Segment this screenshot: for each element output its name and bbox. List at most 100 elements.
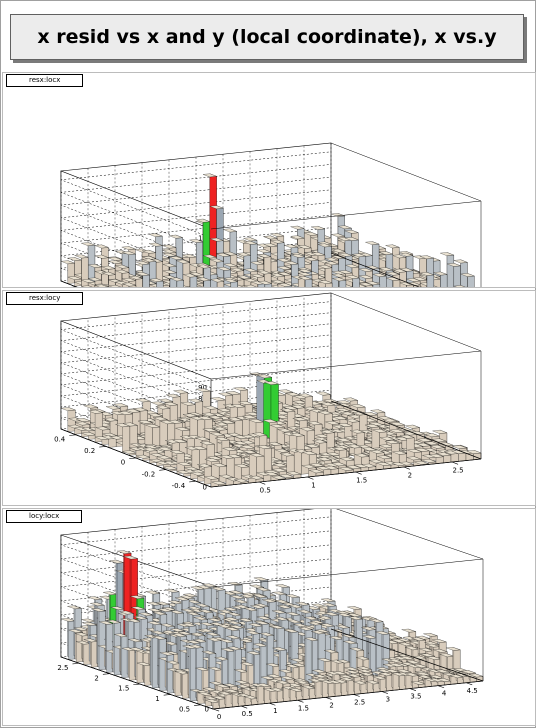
lego-bar-top — [169, 234, 183, 239]
lego-bar-top — [128, 275, 143, 280]
lego-bar-top — [331, 233, 345, 238]
lego-bar-top — [101, 271, 116, 276]
lego-bar-top — [250, 273, 265, 278]
lego-bar-front — [217, 281, 225, 287]
lego-bar-top — [122, 282, 136, 287]
lego-bar-top — [298, 393, 313, 398]
lego-bar-top — [304, 257, 319, 262]
lego-bar-top — [370, 409, 385, 414]
lego-bar-top — [95, 284, 109, 287]
lego-bar-top — [379, 251, 393, 255]
lego-bar-top — [270, 233, 284, 237]
lego-bar-top — [405, 424, 420, 429]
page-title: x resid vs x and y (local coordinate), x… — [10, 14, 524, 60]
lego-bar-top — [162, 244, 177, 249]
lego-bar-top — [137, 420, 153, 424]
lego-bar-top — [197, 416, 213, 420]
lego-bar-top — [75, 418, 91, 422]
lego-bar-top — [337, 400, 352, 405]
lego-bar-top — [271, 279, 285, 284]
lego-bar-top — [318, 264, 333, 269]
lego-bar-front — [435, 456, 444, 464]
lego-bar-top — [74, 254, 89, 259]
lego-bar-top — [122, 422, 138, 427]
lego-bar-top — [278, 389, 293, 394]
lego-bar-top — [236, 252, 251, 257]
lego-bar-top — [285, 392, 301, 397]
lego-bar-top — [135, 398, 151, 403]
lego-bar-top — [278, 283, 292, 287]
lego-bar-top — [135, 261, 150, 265]
lego-bar-top — [196, 277, 211, 282]
lego-bar-top — [270, 273, 285, 278]
lego-bar-top — [317, 410, 333, 415]
lego-bar-front — [301, 452, 310, 475]
lego-bar-front — [230, 281, 238, 287]
lego-bar-top — [148, 242, 163, 247]
lego-bar-top — [343, 397, 358, 402]
lego-bar-front — [135, 278, 143, 287]
lego-bar-front — [298, 278, 306, 287]
lego-bar-top — [331, 255, 346, 259]
lego-bar-top — [202, 173, 217, 178]
histogram-title: resx:locy — [6, 292, 84, 305]
lego-bar-top — [263, 243, 278, 247]
lego-bar-top — [225, 391, 241, 395]
lego-bar-front — [294, 451, 302, 476]
lego-bar-top — [332, 273, 346, 278]
pad-resx-locy[interactable]: resx:locy 01020304050607080900.511.522.5… — [2, 290, 536, 506]
lego-bar-top — [223, 228, 237, 233]
lego-bar-top — [311, 226, 325, 230]
lego-bar-top — [230, 404, 246, 408]
lego-bar-top — [280, 408, 295, 413]
lego-bar-top — [108, 284, 121, 287]
lego-bar-top — [297, 245, 312, 249]
lego-bar-top — [258, 280, 272, 285]
lego-bar-top — [446, 263, 461, 267]
lego-bar-top — [162, 253, 177, 257]
lego-bar-top — [182, 254, 197, 258]
lego-bar-front — [352, 277, 360, 287]
lego-bar-top — [160, 420, 175, 425]
lego-bar-top — [243, 237, 258, 242]
lego-bar-top — [176, 259, 190, 264]
lego-bar-top — [121, 251, 136, 255]
lego-bar-top — [257, 253, 271, 258]
lego-bar-front — [159, 419, 168, 449]
lego-bar-front — [379, 275, 387, 287]
lego-bar-top — [298, 276, 313, 281]
lego-bar-top — [189, 239, 204, 243]
lego-bar-top — [358, 275, 373, 279]
lego-bar-top — [175, 427, 190, 431]
lego-bar-top — [298, 272, 312, 276]
lego-bar-top — [94, 254, 109, 259]
lego-bar-top — [150, 401, 166, 406]
lego-bar-top — [88, 409, 103, 414]
lego-bar-top — [420, 272, 434, 276]
lego-bar-top — [365, 241, 380, 245]
lego-bar-top — [433, 271, 448, 276]
lego-bar-top — [323, 399, 338, 403]
lego-bar-top — [335, 408, 351, 412]
lego-bar-front — [219, 465, 227, 483]
lego-bar-front — [453, 265, 461, 287]
pad-resx-locx[interactable]: resx:locx 024681012141600.511.522.533.54… — [2, 72, 536, 288]
lego-bar-front — [67, 263, 75, 284]
lego-bar-top — [350, 404, 366, 408]
lego-bar-front — [305, 279, 313, 287]
lego-bar-top — [113, 403, 128, 408]
lego-bar-top — [196, 218, 210, 223]
lego-bar-top — [453, 259, 468, 264]
lego-bar-front — [241, 466, 250, 481]
lego-bar-top — [102, 432, 117, 437]
lego-bar-top — [110, 411, 126, 415]
lego-bar-top — [190, 416, 205, 421]
lego-bar-top — [149, 278, 164, 282]
lego-bar-top — [209, 205, 224, 210]
box-edge — [210, 200, 482, 230]
lego-bar-top — [406, 282, 421, 286]
lego-bar-top — [372, 273, 387, 277]
lego-bar-top — [257, 270, 272, 275]
lego-bar-top — [115, 264, 129, 269]
lego-bar-top — [163, 402, 178, 406]
